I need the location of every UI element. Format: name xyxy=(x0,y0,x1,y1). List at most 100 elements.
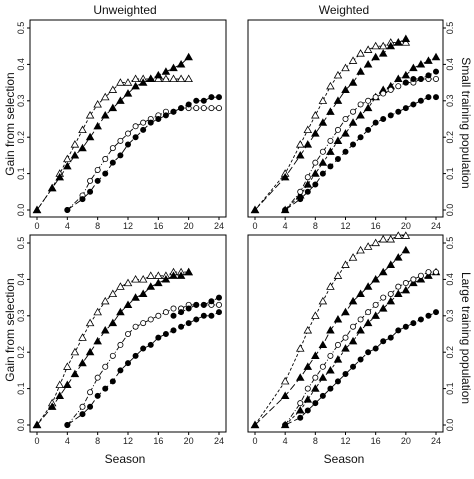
data-point xyxy=(140,126,147,133)
y-tick-label: 0.1 xyxy=(16,382,26,395)
data-point xyxy=(312,400,319,407)
data-point xyxy=(417,75,424,82)
data-point xyxy=(395,327,402,334)
series-line-0 xyxy=(254,235,406,426)
data-point xyxy=(123,89,133,97)
data-point xyxy=(363,318,373,327)
data-point xyxy=(215,105,222,112)
data-point xyxy=(87,389,94,396)
x-tick-label: 20 xyxy=(184,221,194,231)
data-point xyxy=(348,253,358,261)
x-tick-label: 4 xyxy=(65,221,70,231)
data-point xyxy=(395,108,402,115)
data-point xyxy=(100,110,110,119)
data-point xyxy=(401,38,411,46)
y-tick-label: 0.5 xyxy=(445,22,455,35)
y-axis-title-top: Gain from selection xyxy=(3,72,17,175)
data-point xyxy=(280,391,290,399)
data-point xyxy=(387,112,394,119)
data-point xyxy=(380,338,387,345)
data-point xyxy=(208,312,215,319)
data-point xyxy=(334,156,341,163)
panel-weighted-small: 0 4 8 12 16 20 24 0.0 0.1 0.2 0.3 0.4 0.5 xyxy=(247,19,455,231)
y-tick-label: 0.1 xyxy=(16,167,26,180)
data-point xyxy=(304,385,311,392)
data-point xyxy=(372,345,379,352)
data-point xyxy=(333,70,343,79)
data-point xyxy=(380,90,387,97)
data-point xyxy=(131,293,140,301)
data-point xyxy=(350,141,357,148)
data-point xyxy=(200,97,207,104)
data-point xyxy=(184,52,193,61)
data-point xyxy=(394,74,403,83)
y-tick-label: 0.4 xyxy=(445,58,455,71)
data-point xyxy=(303,362,313,370)
data-point xyxy=(303,325,313,334)
data-point xyxy=(417,97,424,104)
y-tick-label: 0.2 xyxy=(16,346,26,359)
data-point xyxy=(193,97,200,104)
data-point xyxy=(387,290,394,297)
x-tick-label: 12 xyxy=(340,221,350,231)
data-point xyxy=(304,174,311,181)
data-point xyxy=(170,327,177,334)
y-tick-label: 0.4 xyxy=(445,273,455,286)
x-tick-label: 16 xyxy=(153,436,163,446)
data-point xyxy=(131,74,140,83)
data-point xyxy=(372,301,379,308)
row-title-large: Large training population xyxy=(459,272,473,404)
x-tick-label: 8 xyxy=(95,436,100,446)
data-point xyxy=(78,143,87,152)
data-point xyxy=(432,309,439,316)
y-tick-label: 0.2 xyxy=(445,131,455,144)
data-point xyxy=(356,49,365,57)
data-point xyxy=(401,245,411,254)
data-point xyxy=(424,56,433,64)
data-point xyxy=(425,269,432,276)
data-point xyxy=(318,340,328,349)
data-point xyxy=(70,140,80,148)
data-point xyxy=(326,282,335,290)
data-point xyxy=(303,140,313,148)
y-tick-label: 0.1 xyxy=(445,167,455,180)
data-point xyxy=(280,376,290,385)
data-point xyxy=(386,260,396,268)
data-point xyxy=(208,298,215,305)
data-point xyxy=(394,231,403,239)
y-tick-label: 0.4 xyxy=(16,273,26,286)
data-point xyxy=(131,274,140,283)
data-point xyxy=(327,385,334,392)
x-axis-title-left: Season xyxy=(105,452,146,466)
data-point xyxy=(297,414,304,421)
data-point xyxy=(311,169,320,177)
data-point xyxy=(184,74,193,83)
y-tick-label: 0.1 xyxy=(445,382,455,395)
y-tick-label: 0.0 xyxy=(445,204,455,217)
data-point xyxy=(70,347,80,356)
data-point xyxy=(162,330,169,337)
series-line-0 xyxy=(36,78,189,211)
data-point xyxy=(140,119,147,126)
data-point xyxy=(297,196,304,203)
data-point xyxy=(348,78,358,86)
data-point xyxy=(108,289,118,298)
data-point xyxy=(123,300,133,308)
data-point xyxy=(295,373,305,381)
data-point xyxy=(342,148,349,155)
data-point xyxy=(363,59,373,68)
data-point xyxy=(100,325,110,334)
row-title-small: Small training population xyxy=(459,57,473,188)
data-point xyxy=(102,363,109,370)
data-point xyxy=(417,316,424,323)
data-point xyxy=(357,316,364,323)
data-point xyxy=(147,341,154,348)
x-tick-label: 0 xyxy=(34,221,39,231)
data-point xyxy=(93,336,102,345)
plot-frame xyxy=(29,19,227,218)
data-point xyxy=(342,334,349,341)
data-point xyxy=(123,278,133,287)
data-point xyxy=(78,333,87,341)
data-point xyxy=(348,296,358,305)
data-point xyxy=(140,345,147,352)
